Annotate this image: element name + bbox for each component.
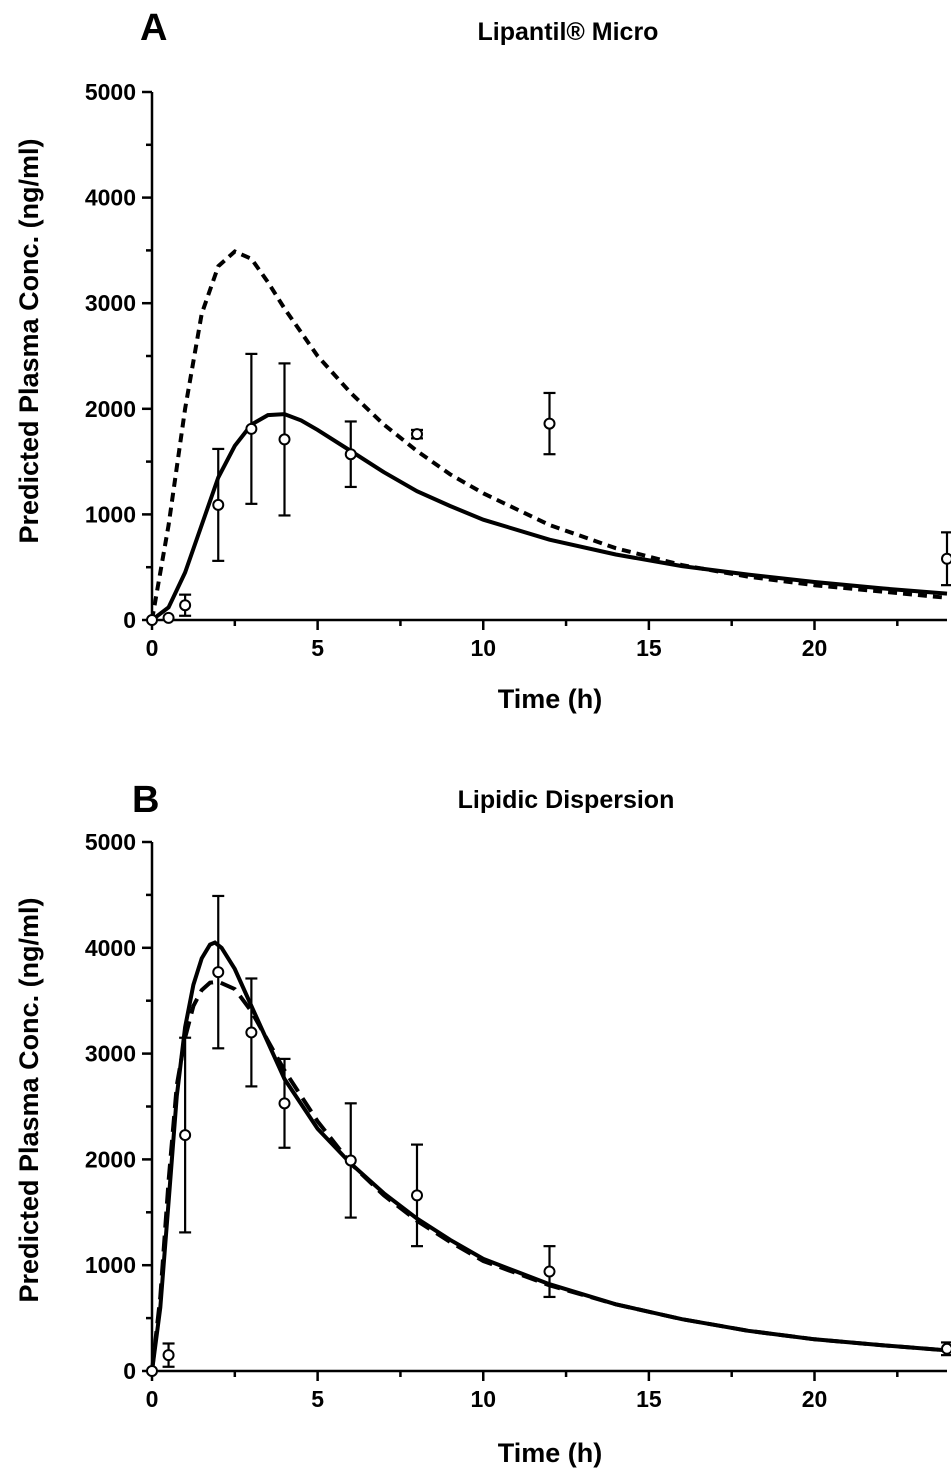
y-tick-label: 0 <box>123 607 136 633</box>
observed-point <box>212 966 225 979</box>
y-tick-label: 1000 <box>85 1252 136 1278</box>
panel-letter: B <box>132 779 159 821</box>
panel-a: A Lipantil® Micro Predicted Plasma Conc.… <box>14 7 951 714</box>
observed-point <box>162 611 175 624</box>
observed-point <box>543 1265 556 1278</box>
observed-point <box>245 422 258 435</box>
panel-letter: A <box>140 7 167 49</box>
x-tick-label: 15 <box>636 1386 662 1412</box>
observed-point <box>278 433 291 446</box>
y-tick-label: 4000 <box>85 935 136 961</box>
panel-b: B Lipidic Dispersion Predicted Plasma Co… <box>14 779 951 1468</box>
observed-point <box>179 599 192 612</box>
observed-point <box>941 1342 951 1355</box>
y-axis-label: Predicted Plasma Conc. (ng/ml) <box>14 897 44 1302</box>
y-tick-label: 1000 <box>85 501 136 527</box>
observed-point <box>941 552 951 565</box>
y-tick-label: 5000 <box>85 829 136 855</box>
y-tick-label: 2000 <box>85 1146 136 1172</box>
observed-point <box>162 1349 175 1362</box>
x-tick-label: 20 <box>802 1386 828 1412</box>
y-tick-label: 2000 <box>85 396 136 422</box>
observed-point <box>344 448 357 461</box>
x-tick-label: 5 <box>311 1386 324 1412</box>
y-tick-label: 5000 <box>85 79 136 105</box>
x-tick-label: 20 <box>802 635 828 661</box>
x-tick-label: 10 <box>470 1386 496 1412</box>
y-tick-label: 3000 <box>85 290 136 316</box>
observed-point <box>146 1365 158 1377</box>
y-tick-label: 0 <box>123 1358 136 1384</box>
plot-area: 0 1000 2000 3000 4000 5000 0 5 10 15 20 <box>85 79 951 661</box>
y-tick-label: 3000 <box>85 1041 136 1067</box>
y-tick-label: 4000 <box>85 185 136 211</box>
dashed-curve <box>150 249 948 621</box>
observed-point <box>146 614 158 626</box>
x-tick-label: 0 <box>146 1386 159 1412</box>
observed-point <box>344 1154 357 1167</box>
observed-point <box>278 1097 291 1110</box>
y-axis-label: Predicted Plasma Conc. (ng/ml) <box>14 138 44 543</box>
chart-title: Lipantil® Micro <box>478 18 659 46</box>
x-tick-label: 5 <box>311 635 324 661</box>
dashed-curve <box>150 979 948 1372</box>
plot-area: 0 1000 2000 3000 4000 5000 0 5 10 15 20 <box>85 829 951 1412</box>
chart-title: Lipidic Dispersion <box>458 786 675 814</box>
x-tick-label: 0 <box>146 635 159 661</box>
observed-point <box>245 1026 258 1039</box>
observed-point <box>411 1189 423 1202</box>
observed-point <box>411 428 423 441</box>
x-tick-label: 10 <box>470 635 496 661</box>
observed-point <box>543 417 556 430</box>
x-axis-label: Time (h) <box>498 684 603 714</box>
observed-point <box>179 1129 192 1142</box>
solid-curve <box>150 940 948 1372</box>
x-axis-label: Time (h) <box>498 1438 603 1468</box>
observed-point <box>212 498 225 511</box>
x-tick-label: 15 <box>636 635 662 661</box>
